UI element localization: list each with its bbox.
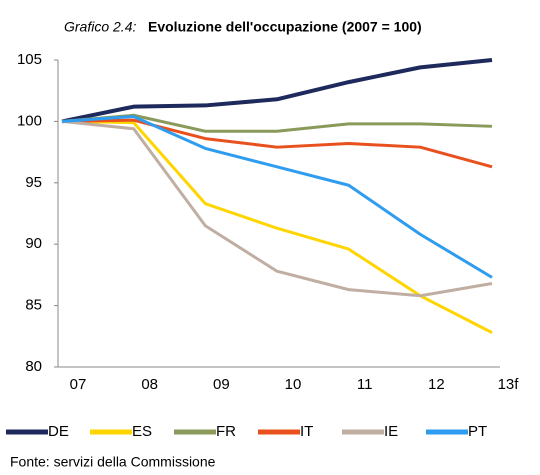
x-tick-label: 13f xyxy=(498,376,520,393)
x-tick-label: 12 xyxy=(428,376,445,393)
series-line xyxy=(61,118,493,169)
x-tick-label: 11 xyxy=(357,376,373,393)
y-tick-label: 105 xyxy=(17,51,42,68)
legend-label: FR xyxy=(216,423,236,440)
y-tick-label: 90 xyxy=(25,235,42,252)
chart-title: Evoluzione dell'occupazione (2007 = 100) xyxy=(148,19,422,35)
x-tick-label: 07 xyxy=(70,376,87,393)
chart-title-number: Grafico 2.4: xyxy=(64,19,136,35)
legend-label: DE xyxy=(48,423,69,440)
y-tick-label: 80 xyxy=(25,358,42,375)
legend-label: ES xyxy=(132,423,152,440)
series-line xyxy=(61,119,493,334)
y-tick-label: 85 xyxy=(25,297,42,314)
x-tick-label: 10 xyxy=(285,376,302,393)
source: Fonte: servizi della Commissione xyxy=(10,454,216,470)
series-line xyxy=(61,114,493,279)
series-line xyxy=(61,58,493,124)
series-line xyxy=(61,119,493,298)
legend-label: PT xyxy=(468,423,487,440)
y-tick-label: 95 xyxy=(25,174,42,191)
legend-label: IT xyxy=(300,423,313,440)
x-tick-label: 08 xyxy=(141,376,158,393)
x-tick-label: 09 xyxy=(213,376,230,393)
legend-label: IE xyxy=(384,423,398,440)
y-tick-label: 100 xyxy=(17,112,42,129)
